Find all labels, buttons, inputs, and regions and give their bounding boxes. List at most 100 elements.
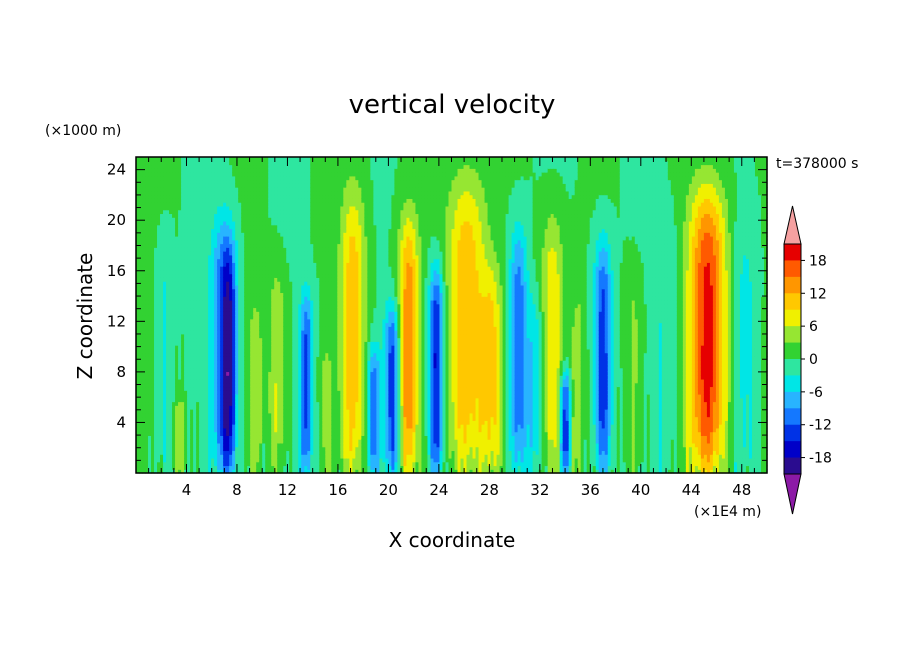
- heat-cell: [283, 446, 287, 452]
- heat-cell: [244, 172, 248, 177]
- heat-cell: [313, 469, 317, 474]
- heat-cell: [196, 307, 200, 312]
- heat-cell: [286, 450, 290, 455]
- heat-cell: [268, 405, 272, 410]
- heat-cell: [268, 420, 272, 425]
- heat-cell: [181, 209, 185, 215]
- heat-cell: [262, 375, 266, 380]
- heat-cell: [289, 160, 293, 166]
- heat-cell: [238, 322, 242, 327]
- heat-cell: [265, 220, 269, 226]
- heat-cell: [259, 348, 263, 354]
- heat-cell: [229, 326, 233, 331]
- heat-cell: [172, 412, 176, 418]
- heat-cell: [232, 213, 236, 218]
- heat-cell: [238, 198, 242, 203]
- heat-cell: [220, 288, 224, 294]
- heat-cell: [139, 412, 143, 418]
- heat-cell: [202, 427, 206, 433]
- heat-cell: [184, 187, 188, 192]
- heat-cell: [196, 427, 200, 433]
- heat-cell: [205, 187, 209, 192]
- heat-cell: [247, 172, 251, 177]
- heat-cell: [286, 446, 290, 452]
- heat-cell: [304, 239, 308, 245]
- heat-cell: [268, 345, 272, 350]
- heat-cell: [190, 175, 194, 181]
- heat-cell: [175, 345, 179, 350]
- heat-cell: [262, 205, 266, 211]
- heat-cell: [286, 258, 290, 263]
- heat-cell: [208, 424, 212, 429]
- heat-cell: [151, 254, 155, 260]
- heat-cell: [226, 442, 230, 448]
- heat-cell: [289, 251, 293, 256]
- heat-cell: [304, 194, 308, 199]
- heat-cell: [175, 375, 179, 380]
- heat-cell: [310, 187, 314, 192]
- heat-cell: [265, 198, 269, 203]
- heat-cell: [259, 375, 263, 380]
- heat-cell: [238, 337, 242, 342]
- heat-cell: [136, 341, 140, 346]
- heat-cell: [307, 394, 311, 399]
- heat-cell: [154, 269, 158, 275]
- heat-cell: [136, 390, 140, 395]
- heat-cell: [271, 378, 275, 384]
- heat-cell: [220, 420, 224, 425]
- heat-cell: [232, 367, 236, 373]
- heat-cell: [253, 299, 257, 305]
- heat-cell: [163, 160, 167, 166]
- heat-cell: [289, 371, 293, 376]
- heat-cell: [289, 198, 293, 203]
- heat-cell: [223, 232, 227, 237]
- heat-cell: [136, 266, 140, 271]
- heat-cell: [187, 378, 191, 384]
- heat-cell: [244, 461, 248, 467]
- heat-cell: [250, 446, 254, 452]
- heat-cell: [217, 307, 221, 312]
- heat-cell: [238, 157, 242, 162]
- heat-cell: [265, 262, 269, 267]
- heat-cell: [145, 296, 149, 301]
- heat-cell: [244, 273, 248, 278]
- heat-cell: [247, 322, 251, 327]
- heat-cell: [217, 416, 221, 421]
- heat-cell: [304, 224, 308, 230]
- heat-cell: [187, 247, 191, 252]
- heat-cell: [301, 465, 305, 470]
- heat-cell: [298, 345, 302, 350]
- heat-cell: [277, 205, 281, 211]
- heat-cell: [301, 228, 305, 233]
- heat-cell: [169, 232, 173, 237]
- heat-cell: [244, 360, 248, 365]
- heat-cell: [166, 375, 170, 380]
- heat-cell: [151, 394, 155, 399]
- heat-cell: [232, 198, 236, 203]
- heat-cell: [193, 360, 197, 365]
- heat-cell: [163, 190, 167, 196]
- heat-cell: [307, 251, 311, 256]
- heat-cell: [232, 386, 236, 391]
- heat-cell: [184, 405, 188, 410]
- heat-cell: [250, 239, 254, 245]
- heat-cell: [184, 375, 188, 380]
- heat-cell: [166, 213, 170, 218]
- heat-cell: [154, 202, 158, 207]
- heat-cell: [136, 303, 140, 309]
- heat-cell: [214, 431, 218, 436]
- heat-cell: [232, 371, 236, 376]
- heat-cell: [268, 157, 272, 162]
- heat-cell: [232, 194, 236, 199]
- heat-cell: [259, 213, 263, 218]
- heat-cell: [238, 461, 242, 467]
- heat-cell: [172, 345, 176, 350]
- heat-cell: [265, 450, 269, 455]
- heat-cell: [154, 284, 158, 290]
- heat-cell: [268, 311, 272, 316]
- heat-cell: [166, 427, 170, 433]
- heat-cell: [304, 431, 308, 436]
- heat-cell: [292, 292, 296, 297]
- heat-cell: [205, 277, 209, 282]
- heat-cell: [145, 442, 149, 448]
